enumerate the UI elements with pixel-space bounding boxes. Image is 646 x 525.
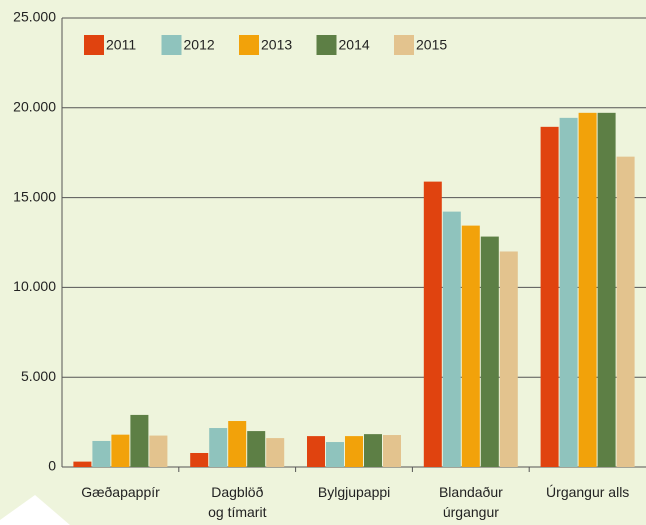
x-tick-label: Dagblöð og tímarit bbox=[208, 484, 267, 520]
y-tick-label: 15.000 bbox=[13, 188, 56, 204]
bar bbox=[480, 236, 499, 467]
bar bbox=[111, 434, 130, 467]
bar bbox=[364, 434, 382, 467]
x-tick-label: Bylgjupappi bbox=[317, 484, 391, 500]
bar bbox=[247, 431, 266, 467]
bar bbox=[307, 436, 325, 467]
bar bbox=[190, 452, 209, 467]
x-tick-label: Blandaður úrgangur bbox=[438, 484, 503, 520]
legend-swatch bbox=[161, 35, 182, 55]
y-tick-label: 0 bbox=[48, 458, 56, 474]
bar bbox=[326, 442, 344, 467]
x-tick-label: Gæðapappír bbox=[81, 484, 160, 500]
legend-label: 2014 bbox=[339, 37, 370, 53]
bar bbox=[92, 440, 111, 467]
legend-label: 2012 bbox=[184, 37, 215, 53]
bar bbox=[597, 112, 616, 467]
bar bbox=[559, 117, 578, 467]
bar bbox=[442, 211, 461, 467]
bar bbox=[73, 461, 92, 467]
bar bbox=[228, 421, 247, 467]
legend-label: 2011 bbox=[106, 37, 136, 53]
bar bbox=[540, 126, 559, 468]
bar bbox=[383, 435, 401, 467]
bar bbox=[209, 428, 228, 467]
y-tick-label: 20.000 bbox=[13, 99, 56, 115]
legend-label: 2013 bbox=[261, 37, 292, 53]
bar bbox=[499, 251, 518, 467]
y-tick-label: 5.000 bbox=[21, 368, 56, 384]
bar bbox=[130, 414, 149, 467]
legend-label: 2015 bbox=[416, 37, 447, 53]
x-tick-label: Úrgangur alls bbox=[546, 484, 630, 500]
bar bbox=[423, 181, 442, 467]
bar bbox=[149, 435, 168, 467]
y-tick-label: 10.000 bbox=[13, 278, 56, 294]
decor bbox=[0, 495, 70, 525]
bar bbox=[616, 156, 635, 468]
bar bbox=[266, 438, 285, 467]
bar bbox=[461, 225, 480, 467]
y-tick-label: 25.000 bbox=[13, 9, 56, 25]
bar bbox=[345, 436, 363, 467]
legend-swatch bbox=[394, 35, 414, 55]
legend-swatch bbox=[84, 35, 104, 55]
bar bbox=[578, 112, 597, 467]
legend-swatch bbox=[239, 35, 259, 55]
legend-swatch bbox=[316, 35, 337, 55]
